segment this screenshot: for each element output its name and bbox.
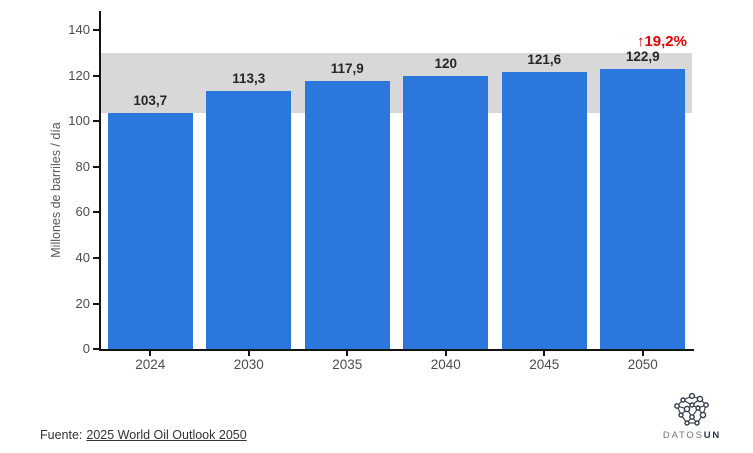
y-tick-label: 40 — [75, 249, 90, 265]
bar-2040[interactable] — [403, 75, 489, 349]
bar-value-label: 117,9 — [330, 60, 364, 76]
x-tick-mark — [149, 351, 152, 356]
bar-2045[interactable] — [501, 72, 587, 349]
y-tick-mark — [93, 348, 99, 350]
bar-value-label: 113,3 — [232, 71, 266, 86]
datosun-logo[interactable]: DATOSUN — [652, 392, 732, 441]
x-tick-mark — [346, 351, 349, 356]
x-tick-mark — [247, 351, 250, 356]
y-axis-title: Millones de barriles / día — [49, 122, 63, 258]
x-tick-mark — [543, 351, 546, 356]
y-tick-label: 0 — [82, 341, 90, 356]
x-tick-label: 2050 — [627, 357, 658, 372]
bar-value-label: 121,6 — [527, 52, 562, 68]
logo-wordmark: DATOSUN — [662, 430, 722, 441]
bar-2030[interactable] — [206, 91, 292, 349]
y-tick-label: 80 — [75, 158, 90, 174]
y-tick-label: 120 — [68, 67, 90, 83]
y-tick-mark — [93, 302, 99, 305]
target-band — [101, 53, 692, 113]
y-tick-mark — [93, 74, 99, 77]
y-tick-mark — [93, 256, 99, 259]
y-tick-mark — [93, 29, 99, 32]
x-tick-label: 2040 — [430, 357, 461, 372]
x-axis-line — [99, 349, 694, 351]
source-line: Fuente: 2025 World Oil Outlook 2050 — [40, 428, 247, 442]
x-tick-label: 2045 — [529, 357, 560, 372]
bar-2050[interactable] — [600, 69, 686, 349]
y-tick-label: 100 — [68, 113, 90, 129]
y-tick-mark — [93, 120, 99, 123]
bar-value-label: 122,9 — [625, 49, 660, 65]
bar-value-label: 103,7 — [133, 92, 168, 108]
y-tick-mark — [93, 165, 99, 168]
plot-area: 103,7 113,3 117,9 120 121,6 122,9 — [101, 12, 692, 349]
bar-value-label: 120 — [434, 55, 458, 71]
growth-annotation: ↑19,2% — [636, 33, 687, 50]
x-tick-mark — [444, 351, 447, 356]
x-tick-label: 2030 — [233, 357, 264, 372]
bar-2024[interactable] — [107, 112, 193, 349]
y-axis-line — [99, 11, 101, 351]
source-link[interactable]: 2025 World Oil Outlook 2050 — [86, 428, 247, 442]
y-tick-label: 140 — [68, 22, 90, 38]
x-tick-mark — [641, 351, 644, 356]
x-tick-label: 2024 — [135, 357, 166, 372]
y-tick-label: 20 — [75, 295, 90, 311]
y-tick-mark — [93, 211, 99, 214]
x-tick-label: 2035 — [332, 357, 363, 372]
network-icon — [652, 392, 732, 428]
y-tick-label: 60 — [75, 204, 90, 220]
bar-2035[interactable] — [304, 80, 390, 349]
source-prefix: Fuente: — [40, 428, 83, 442]
